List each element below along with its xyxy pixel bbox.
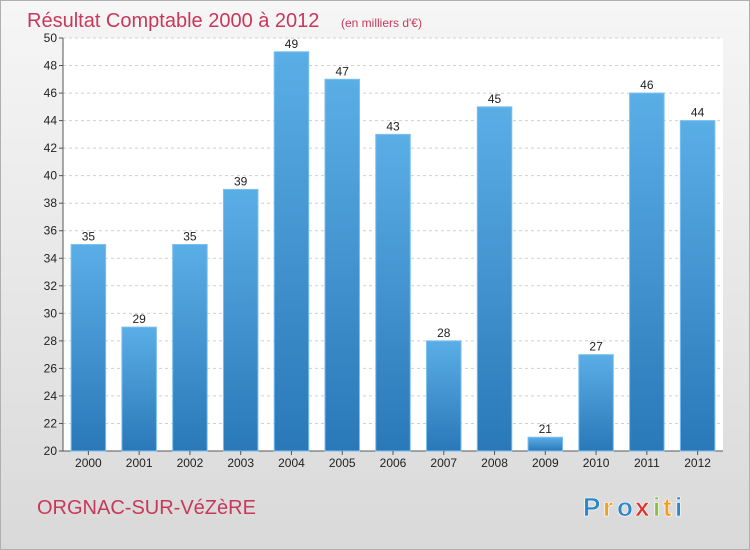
bar-value-label: 21 (539, 422, 553, 436)
y-tick-label: 32 (44, 279, 58, 293)
bar-2002 (172, 244, 208, 452)
bar-2000 (70, 244, 107, 452)
x-tick-label: 2007 (430, 456, 457, 470)
y-tick-label: 30 (44, 306, 58, 320)
bar-value-label: 44 (691, 106, 705, 120)
bar-2005 (324, 78, 360, 452)
y-tick-label: 38 (44, 196, 58, 210)
x-tick-label: 2009 (532, 456, 559, 470)
bar-value-label: 29 (132, 312, 146, 326)
y-tick-label: 22 (44, 416, 58, 430)
brand-letter: t (663, 492, 672, 522)
y-tick-label: 44 (44, 114, 58, 128)
brand-letter: i (675, 492, 682, 522)
y-tick-label: 24 (44, 389, 58, 403)
bar-value-label: 43 (386, 119, 400, 133)
bar-2007 (426, 340, 462, 452)
y-tick-label: 40 (44, 169, 58, 183)
commune-name: ORGNAC-SUR-VéZèRE (37, 497, 256, 519)
bar-value-label: 49 (285, 37, 299, 51)
bar-2009 (527, 436, 564, 452)
bar-2011 (629, 92, 665, 452)
bar-value-label: 27 (589, 340, 603, 354)
bar-2004 (273, 51, 310, 452)
bar-2003 (222, 188, 259, 452)
y-tick-label: 42 (44, 141, 58, 155)
y-tick-label: 34 (44, 251, 58, 265)
brand-letter: x (635, 492, 650, 522)
bar-2008 (476, 106, 513, 452)
x-tick-label: 2010 (583, 456, 610, 470)
chart-subtitle: (en milliers d'€) (341, 16, 422, 30)
bar-2006 (375, 133, 411, 452)
bar-value-label: 35 (183, 230, 197, 244)
bar-2012 (679, 120, 716, 452)
bar-value-label: 35 (82, 230, 96, 244)
bar-2010 (578, 354, 614, 452)
bar-value-label: 47 (336, 64, 350, 78)
brand-letter: i (653, 492, 660, 522)
x-tick-label: 2003 (227, 456, 254, 470)
x-tick-label: 2001 (126, 456, 153, 470)
brand-letter: P (583, 492, 600, 522)
bar-value-label: 45 (488, 92, 502, 106)
y-tick-label: 28 (44, 334, 58, 348)
x-tick-label: 2000 (75, 456, 102, 470)
y-tick-label: 20 (44, 444, 58, 458)
y-tick-label: 50 (44, 31, 58, 45)
plot-area: 20 22 24 26 28 30 32 34 36 38 40 42 44 46 48 50 35 2000 29… (44, 31, 723, 470)
bar-value-label: 46 (640, 78, 654, 92)
x-tick-label: 2008 (481, 456, 508, 470)
chart-title: Résultat Comptable 2000 à 2012 (27, 10, 319, 32)
y-tick-label: 36 (44, 224, 58, 238)
x-tick-label: 2011 (634, 456, 660, 470)
brand-letter: r (603, 492, 613, 522)
bar-value-label: 28 (437, 326, 451, 340)
x-tick-label: 2002 (177, 456, 204, 470)
bar-2001 (121, 326, 157, 452)
x-tick-label: 2004 (278, 456, 305, 470)
y-tick-label: 48 (44, 59, 58, 73)
x-tick-label: 2005 (329, 456, 356, 470)
x-tick-label: 2006 (380, 456, 407, 470)
brand-letter: o (617, 492, 633, 522)
bar-value-label: 39 (234, 174, 248, 188)
y-tick-label: 46 (44, 86, 58, 100)
x-tick-label: 2012 (684, 456, 711, 470)
y-tick-label: 26 (44, 361, 58, 375)
